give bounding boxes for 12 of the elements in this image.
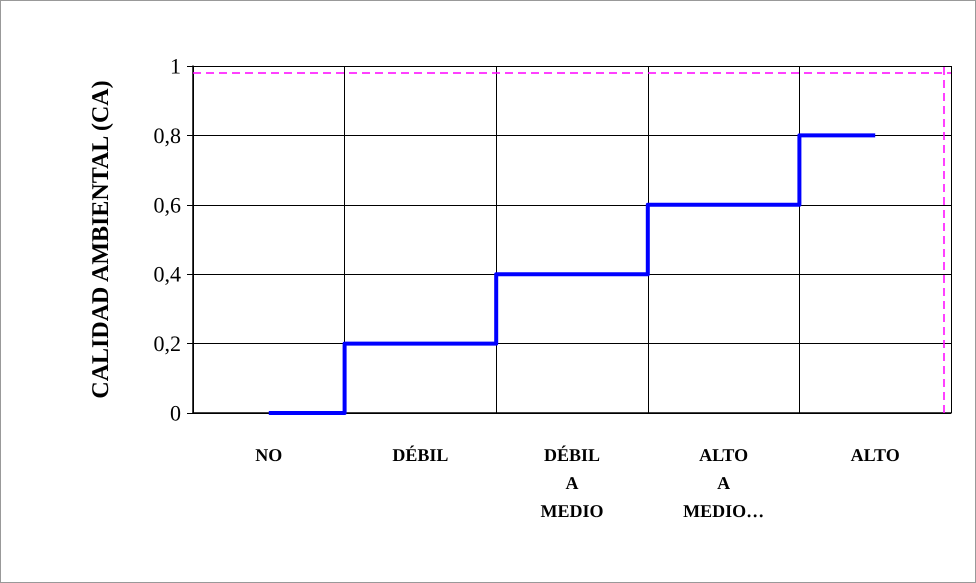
x-tick-label: NO bbox=[255, 445, 282, 465]
y-tick-label: 1 bbox=[170, 54, 181, 78]
y-tick-label: 0,8 bbox=[154, 122, 181, 148]
y-tick-label: 0,4 bbox=[154, 262, 181, 287]
x-tick-label: DÉBIL bbox=[392, 445, 448, 465]
y-tick-label: 0,2 bbox=[154, 331, 181, 356]
y-axis-title: CALIDAD AMBIENTAL (CA) bbox=[88, 80, 114, 399]
x-tick-label: ALTO A MEDIO… bbox=[683, 445, 764, 521]
y-tick-label: 0,6 bbox=[154, 192, 181, 218]
x-tick-label: DÉBIL A MEDIO bbox=[540, 445, 604, 521]
y-tick-label: 0 bbox=[170, 400, 181, 426]
x-tick-label: ALTO bbox=[850, 445, 900, 465]
